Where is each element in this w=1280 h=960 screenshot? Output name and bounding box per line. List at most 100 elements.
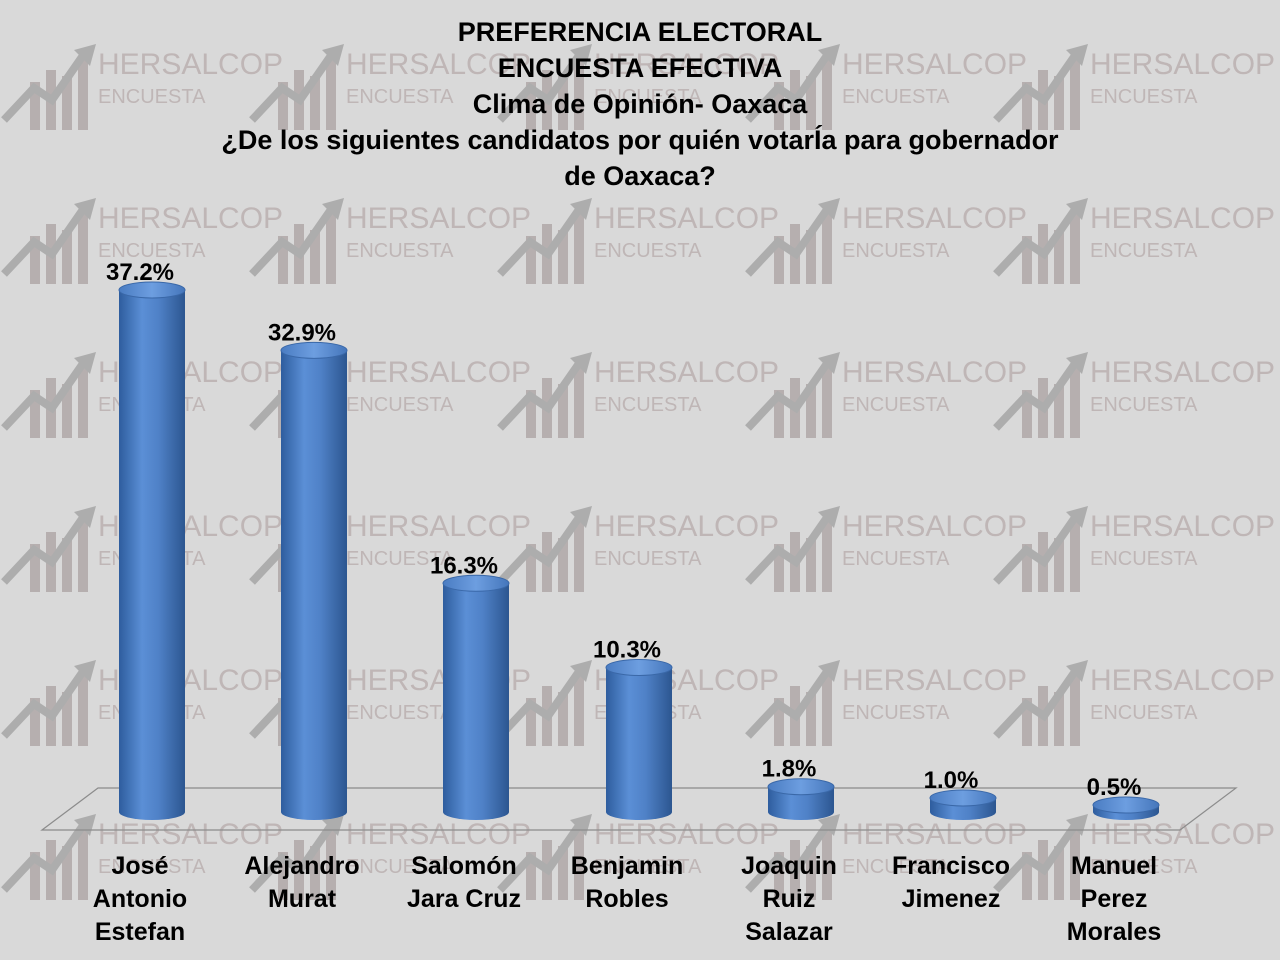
data-label: 1.0%: [924, 767, 979, 794]
bar-top: [442, 574, 510, 592]
category-label: Joaquin Ruiz Salazar: [714, 850, 864, 949]
category-label-line: Jara Cruz: [407, 885, 521, 913]
trend-arrow-icon: [993, 660, 1088, 746]
trend-arrow-icon: [497, 198, 592, 284]
title-line-5: de Oaxaca?: [564, 161, 716, 191]
bar-top: [767, 778, 835, 796]
category-label-line: Francisco: [891, 852, 1011, 880]
bar-body: [606, 667, 672, 820]
data-label: 1.8%: [762, 756, 817, 783]
trend-arrow-icon: [745, 44, 840, 130]
bar-5: [767, 778, 835, 820]
category-label: Benjamin Robles: [552, 850, 702, 916]
trend-arrow-icon: [249, 198, 344, 284]
trend-arrow-icon: [745, 352, 840, 438]
trend-arrow-icon: [497, 44, 592, 130]
bar-series: [118, 281, 1160, 820]
data-label: 16.3%: [430, 552, 498, 579]
category-label-line: Robles: [585, 885, 669, 913]
chart-title: PREFERENCIA ELECTORAL ENCUESTA EFECTIVA …: [0, 14, 1280, 194]
data-label: 10.3%: [593, 636, 661, 663]
title-line-2: ENCUESTA EFECTIVA: [497, 53, 783, 83]
bar-6: [929, 789, 997, 820]
title-line-4: ¿De los siguientes candidatos por quién …: [221, 125, 1059, 155]
category-label-line: Estefan: [94, 918, 186, 946]
bar-4: [605, 658, 673, 820]
category-label: Francisco Jimenez: [876, 850, 1026, 916]
chart-floor: [40, 787, 1238, 831]
category-label-line: Salomón: [411, 852, 517, 880]
bar-1: [118, 281, 186, 820]
trend-arrow-icon: [993, 198, 1088, 284]
trend-arrow-icon: [497, 506, 592, 592]
floor-outline: [40, 787, 1238, 831]
bar-top: [929, 789, 997, 807]
category-label: Manuel Perez Morales: [1039, 850, 1189, 949]
category-label-line: José: [111, 852, 169, 880]
category-label-line: Morales: [1066, 918, 1162, 946]
trend-arrow-icon: [993, 44, 1088, 130]
trend-arrow-icon: [745, 660, 840, 746]
category-label-line: Antonio: [92, 885, 188, 913]
bar-body: [443, 583, 509, 820]
title-line-3: Clima de Opinión- Oaxaca: [472, 89, 808, 119]
category-label-line: Manuel: [1070, 852, 1158, 880]
bar-body: [119, 290, 185, 820]
bar-top: [1092, 796, 1160, 814]
trend-arrow-icon: [993, 506, 1088, 592]
data-label: 37.2%: [106, 259, 174, 286]
trend-arrow-icon: [1, 198, 96, 284]
bar-3: [442, 574, 510, 820]
category-label-line: Benjamin: [570, 852, 684, 880]
trend-arrow-icon: [1, 660, 96, 746]
trend-arrow-icon: [745, 506, 840, 592]
category-label: Alejandro Murat: [227, 850, 377, 916]
bar-body: [281, 350, 347, 820]
trend-arrow-icon: [1, 44, 96, 130]
bar-top: [118, 281, 186, 299]
bar-7: [1092, 796, 1160, 820]
trend-arrow-icon: [1, 506, 96, 592]
category-label-line: Jimenez: [901, 885, 1001, 913]
bar-body: [768, 786, 834, 820]
data-labels: 37.2% 32.9% 16.3% 10.3% 1.8% 1.0% 0.5%: [106, 259, 1141, 801]
category-label-line: Murat: [267, 885, 337, 913]
trend-arrow-icon: [497, 352, 592, 438]
trend-arrow-icon: [745, 198, 840, 284]
trend-arrow-icon: [1, 814, 96, 900]
trend-arrow-icon: [1, 352, 96, 438]
category-label: José Antonio Estefan: [65, 850, 215, 949]
trend-arrow-icon: [993, 352, 1088, 438]
category-label-line: Alejandro: [244, 852, 360, 880]
bar-top: [280, 341, 348, 359]
trend-arrow-icon: [993, 814, 1088, 900]
category-label-line: Perez: [1080, 885, 1148, 913]
trend-arrow-icon: [745, 814, 840, 900]
category-label: Salomón Jara Cruz: [389, 850, 539, 916]
trend-arrow-icon: [249, 814, 344, 900]
trend-arrow-icon: [249, 44, 344, 130]
trend-arrow-icon: [497, 660, 592, 746]
